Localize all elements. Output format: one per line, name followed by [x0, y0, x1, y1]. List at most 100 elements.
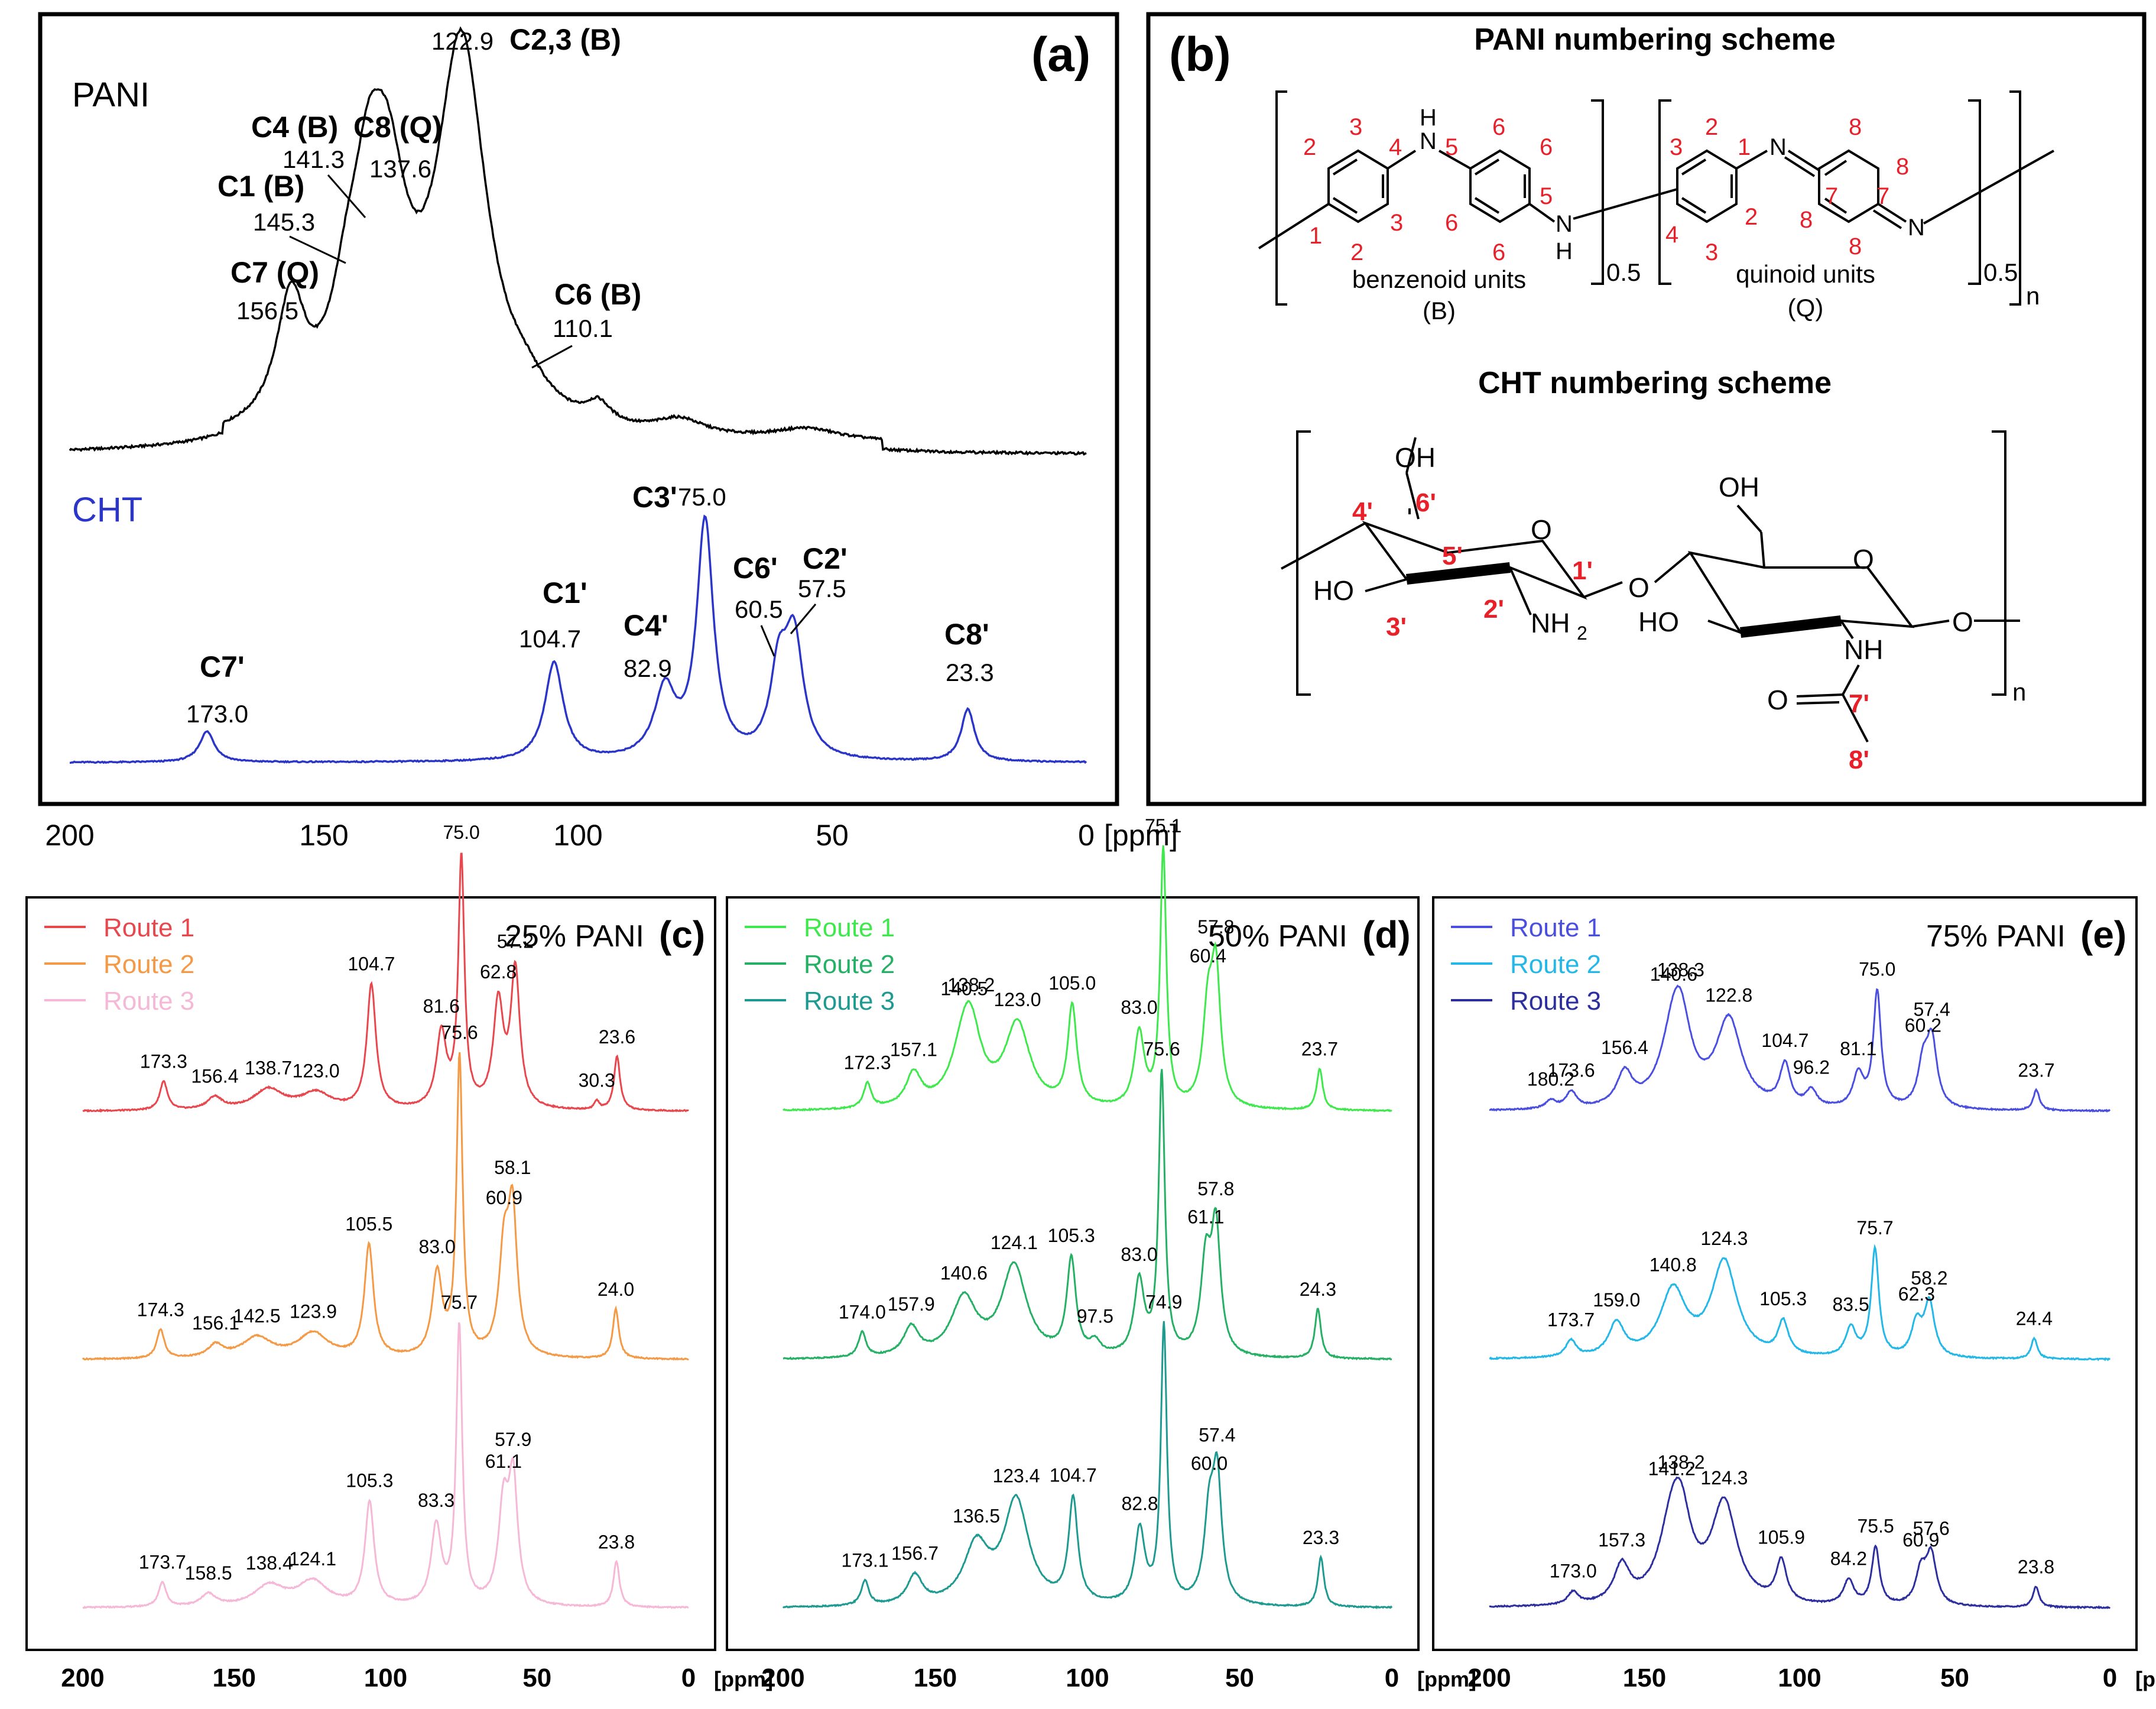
pani-series-label: PANI — [72, 76, 150, 114]
x-unit-label: [ppm] — [714, 1667, 773, 1691]
peak-label: 122.8 — [1705, 985, 1752, 1006]
peak-label: 81.6 — [423, 995, 460, 1017]
cht-num-7: 7' — [1849, 689, 1869, 718]
ring4-double-2 — [1824, 197, 1847, 214]
pani-label-c8-ppm: 137.6 — [369, 155, 431, 183]
peak-label: 140.5 — [940, 978, 988, 999]
peak-label: 81.1 — [1840, 1038, 1876, 1059]
peak-label: 124.1 — [289, 1548, 336, 1569]
pani-atom-h1: H — [1420, 105, 1437, 131]
peak-label: 60.0 — [1191, 1452, 1228, 1474]
cht-series-label: CHT — [72, 491, 142, 529]
pani-num-6a: 6 — [1492, 114, 1505, 140]
ring4-N-double-b — [1872, 209, 1902, 229]
cht-o-bridge-c4b — [1654, 552, 1691, 583]
peak-label: 97.5 — [1077, 1305, 1113, 1327]
peak-label: 104.7 — [1050, 1464, 1097, 1486]
spectrum-line — [782, 1321, 1393, 1610]
quinoid-subscript: 0.5 — [1983, 258, 2018, 286]
ring4-double-1 — [1824, 160, 1847, 176]
pani-label-c8-assign: C8 (Q) — [353, 111, 442, 144]
cht-ring2-c6-oh — [1736, 504, 1762, 533]
cht-num-2: 2' — [1483, 595, 1504, 624]
ring2-to-NH-bond — [1528, 203, 1556, 223]
cht-c7-c8 — [1842, 694, 1869, 742]
cht-bracket-left — [1296, 430, 1311, 696]
peak-label: 105.9 — [1758, 1527, 1805, 1548]
peak-label: 157.3 — [1598, 1529, 1645, 1551]
pani-bracket-mid-right — [1591, 99, 1604, 285]
pani-atom-h2: H — [1556, 238, 1573, 264]
legend-entry: Route 3 — [1510, 987, 1601, 1016]
pani-num-3d: 3 — [1705, 239, 1718, 265]
cht-c2-nh2 — [1509, 567, 1532, 615]
x-unit-label: [ppm] — [2135, 1667, 2156, 1691]
ring3-double-3 — [1681, 197, 1707, 214]
peak-label: 124.1 — [991, 1232, 1038, 1253]
pani-num-8c: 8 — [1800, 207, 1813, 233]
panel-letter: (d) — [1362, 913, 1411, 956]
panel-a-letter: (a) — [1031, 28, 1090, 82]
quinoid-ring-4 — [1818, 149, 1879, 223]
tick-label: 200 — [761, 1663, 804, 1692]
cht-atom-o-carbonyl: O — [1767, 685, 1788, 715]
panel-a-frame — [38, 12, 1119, 806]
pani-scheme-title: PANI numbering scheme — [1474, 22, 1836, 57]
peak-label: 123.9 — [290, 1301, 337, 1322]
ring4-N-double-a — [1877, 203, 1907, 223]
peak-label: 75.6 — [441, 1021, 478, 1043]
panel-a-x-axis: 200 150 100 50 0 — [45, 819, 1095, 852]
peak-label: 23.6 — [599, 1026, 635, 1048]
peak-label: 157.9 — [888, 1293, 935, 1315]
pani-leader-c6 — [531, 345, 573, 369]
legend-entry: Route 1 — [1510, 913, 1601, 942]
spectrum-line — [82, 852, 689, 1113]
ring1-double-3 — [1332, 197, 1358, 214]
benzenoid-ring-1 — [1327, 149, 1389, 223]
cht-c7-o-a — [1796, 693, 1843, 698]
pani-label-c4-ppm: 141.3 — [283, 145, 345, 173]
panel-title: 50% PANI — [1208, 919, 1348, 954]
cht-bracket-right — [1992, 430, 2006, 696]
peak-label: 124.3 — [1700, 1228, 1748, 1249]
peak-label: 105.0 — [1048, 972, 1096, 994]
peak-label: 23.7 — [2018, 1059, 2054, 1081]
spectrum-line — [783, 1069, 1392, 1361]
panel-a: (a) PANI CHT C7 (Q) 156.5 C1 (B) 145.3 C… — [38, 12, 1178, 852]
cht-label-c8-ppm: 23.3 — [946, 659, 994, 686]
peak-label: 157.1 — [890, 1039, 937, 1060]
peak-label: 159.0 — [1593, 1289, 1640, 1311]
panel-title: 25% PANI — [505, 919, 644, 954]
peak-label: 75.1 — [1145, 815, 1181, 836]
benzenoid-ring-2 — [1469, 149, 1531, 223]
peak-label: 140.8 — [1650, 1254, 1697, 1275]
peak-label: 83.0 — [418, 1236, 455, 1257]
pani-num-2b: 2 — [1350, 239, 1363, 265]
pani-label-c7-ppm: 156.5 — [236, 297, 298, 325]
spectrum-line — [82, 1322, 689, 1610]
NH-to-ring3-bond — [1573, 188, 1678, 220]
panel-frame — [1432, 896, 2138, 1651]
pani-position-numbers: 2 3 4 1 2 3 5 6 6 6 5 6 3 2 1 4 2 3 8 8 … — [1303, 114, 1909, 265]
pani-num-8a: 8 — [1849, 114, 1862, 140]
cht-c1-o-bridge — [1583, 581, 1623, 598]
peak-label: 123.0 — [293, 1060, 340, 1081]
peak-label: 138.2 — [1657, 1451, 1704, 1473]
cht-left-bond — [1281, 522, 1366, 570]
pani-num-3a: 3 — [1349, 114, 1362, 140]
quinoid-abbr: (Q) — [1788, 294, 1824, 322]
cht-label-c8-assign: C8' — [944, 618, 989, 651]
cht-num-6: 6' — [1415, 488, 1436, 517]
spectrum-line — [1489, 1244, 2111, 1361]
cht-label-c1-assign: C1' — [543, 576, 587, 609]
tick-label: 0 — [2103, 1663, 2117, 1692]
peak-label: 23.7 — [1301, 1039, 1338, 1060]
pani-bracket-outer-right — [2009, 90, 2021, 306]
cht-ring2-ho — [1707, 620, 1741, 634]
pani-atom-n1: N — [1420, 128, 1437, 154]
peak-label: 180.2 — [1527, 1069, 1574, 1090]
legend-entry: Route 1 — [103, 913, 194, 942]
legend-entry: Route 1 — [804, 913, 895, 942]
peak-label: 24.0 — [598, 1279, 634, 1300]
